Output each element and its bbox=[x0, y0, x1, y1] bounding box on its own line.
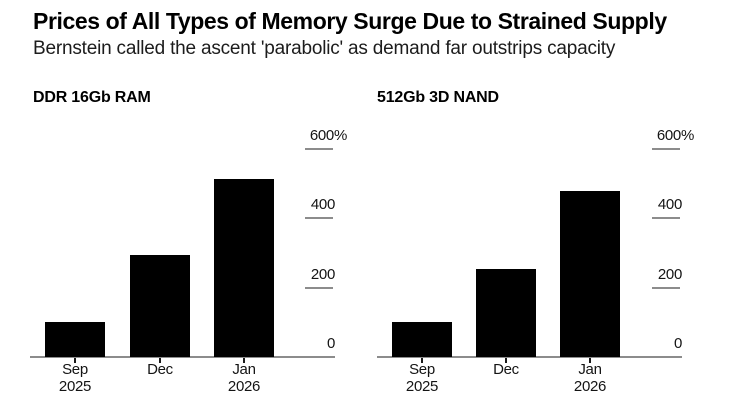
x-tick-mark bbox=[589, 358, 591, 363]
bar-dec bbox=[476, 268, 536, 357]
y-axis-tick-label: 400 bbox=[310, 196, 335, 214]
y-axis-tick-label: 200 bbox=[310, 265, 335, 283]
y-tick-line bbox=[652, 286, 680, 289]
y-axis-tick-label: 600% bbox=[656, 127, 694, 145]
y-tick-line bbox=[305, 286, 333, 289]
x-tick-mark bbox=[243, 358, 245, 363]
y-axis-tick-label: 0 bbox=[673, 335, 682, 352]
x-axis-tick-label: Jan 2026 bbox=[548, 361, 632, 395]
y-tick-line bbox=[652, 217, 680, 220]
x-axis-line bbox=[30, 356, 335, 358]
bar-sep bbox=[392, 322, 452, 357]
y-axis-tick-label: 600% bbox=[309, 127, 347, 145]
y-axis-tick-label: 400 bbox=[657, 196, 682, 214]
x-tick-mark bbox=[159, 358, 161, 363]
y-tick-line bbox=[305, 148, 333, 151]
x-axis-tick-label-line: 2026 bbox=[573, 377, 607, 395]
x-axis-tick-label: Sep 2025 bbox=[33, 361, 117, 395]
x-axis-tick-label-line: Dec bbox=[493, 361, 519, 378]
chart-title-3d-nand: 512Gb 3D NAND bbox=[377, 89, 499, 106]
x-axis-tick-label-line: 2025 bbox=[58, 377, 92, 395]
x-tick-mark bbox=[421, 358, 423, 363]
y-axis-tick-label: 200 bbox=[657, 265, 682, 283]
x-axis-tick-label-line: 2026 bbox=[227, 377, 261, 395]
x-axis-tick-label: Dec bbox=[118, 361, 202, 379]
bar-jan bbox=[214, 178, 274, 357]
figure-title: Prices of All Types of Memory Surge Due … bbox=[33, 8, 667, 34]
y-axis-tick-label: 0 bbox=[326, 335, 335, 352]
bar-dec bbox=[130, 254, 190, 357]
bar-sep bbox=[45, 322, 105, 357]
x-axis-tick-label: Sep 2025 bbox=[380, 361, 464, 395]
y-tick-line bbox=[305, 217, 333, 220]
figure-subtitle: Bernstein called the ascent 'parabolic' … bbox=[33, 38, 616, 59]
x-axis-tick-label: Jan 2026 bbox=[202, 361, 286, 395]
x-axis-tick-label-line: Jan bbox=[578, 361, 602, 378]
y-tick-line bbox=[652, 148, 680, 151]
x-axis-tick-label-line: Jan bbox=[232, 361, 256, 378]
x-axis-tick-label-line: 2025 bbox=[405, 377, 439, 395]
x-axis-tick-label-line: Dec bbox=[147, 361, 173, 378]
bar-jan bbox=[560, 190, 620, 357]
x-axis-tick-label: Dec bbox=[464, 361, 548, 379]
chart-title-ddr-ram: DDR 16Gb RAM bbox=[33, 89, 151, 106]
x-axis-line bbox=[377, 356, 682, 358]
x-tick-mark bbox=[74, 358, 76, 363]
x-tick-mark bbox=[505, 358, 507, 363]
x-axis-tick-label-line: Sep bbox=[62, 361, 88, 378]
x-axis-tick-label-line: Sep bbox=[409, 361, 435, 378]
